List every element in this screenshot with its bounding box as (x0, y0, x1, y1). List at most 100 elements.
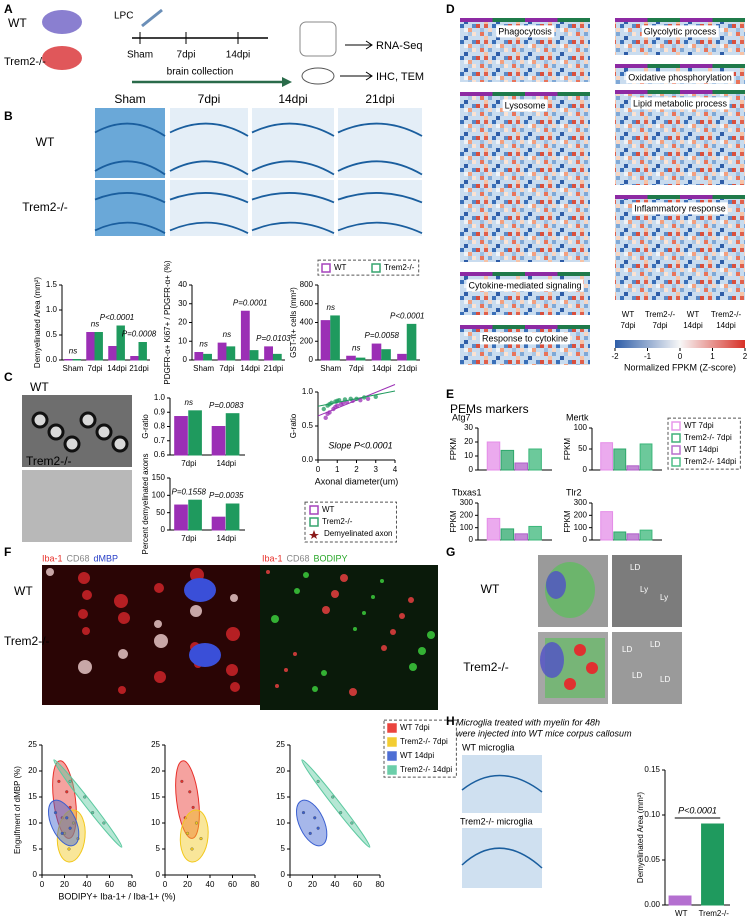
lipid-overlay (564, 678, 576, 690)
heatmap-header (615, 90, 648, 94)
signal (381, 645, 387, 651)
heatmap-header (647, 195, 680, 199)
x-tick-label: 7dpi (219, 364, 234, 373)
heatmap-title: Lipid metabolic process (633, 98, 728, 108)
heatmap-header (712, 64, 745, 68)
annotation: P=0.0058 (365, 331, 400, 340)
y-tick-label: 20 (464, 437, 473, 446)
histology-image (338, 108, 422, 178)
point (301, 811, 306, 815)
bar (174, 416, 188, 456)
y-tick-label: 20 (151, 766, 160, 775)
heatmap (460, 96, 590, 262)
y-tick-label: 0 (583, 465, 588, 474)
y-axis-label: Percent demyelinated axons (141, 454, 150, 555)
bar (130, 356, 139, 361)
annotation: P=0.1558 (172, 487, 207, 496)
y-tick-label: 1.0 (154, 393, 166, 402)
x-tick-label: Sham (193, 364, 214, 373)
label: LD (632, 671, 642, 680)
legend-label: WT 14dpi (684, 445, 718, 454)
label: CD68 (287, 553, 310, 563)
label: Microglia treated with myelin for 48h (456, 717, 600, 727)
chart-title: Tlr2 (566, 487, 582, 497)
bar (86, 332, 95, 361)
bar (639, 443, 653, 471)
bar (381, 349, 391, 361)
x-tick-label: 0 (288, 880, 293, 889)
heatmap-header (615, 18, 648, 22)
y-tick-label: 0 (183, 355, 188, 364)
tissue-border (169, 122, 249, 176)
y-tick-label: 100 (574, 523, 588, 532)
y-tick-label: 0 (583, 535, 588, 544)
legend-label: Trem2-/- 7dpi (400, 737, 448, 746)
confocal-image (260, 565, 438, 710)
y-tick-label: 50 (156, 508, 165, 517)
x-tick-label: 14dpi (372, 364, 392, 373)
x-tick-label: 14dpi (107, 364, 127, 373)
point (71, 821, 76, 825)
point (321, 406, 326, 412)
y-tick-label: 25 (28, 740, 37, 749)
y-tick-label: 1.0 (46, 305, 58, 314)
bar (330, 315, 340, 361)
annotation: ns (69, 347, 77, 356)
heatmap-header (712, 18, 745, 22)
bar (346, 355, 356, 361)
signal (78, 660, 92, 674)
legend-label: WT 14dpi (400, 751, 434, 760)
y-tick-label: 200 (574, 510, 588, 519)
signal (409, 663, 417, 671)
y-tick-label: 10 (28, 818, 37, 827)
title-bg (626, 71, 734, 84)
bar (264, 346, 274, 361)
heatmap-header (492, 272, 525, 276)
y-tick-label: 0.5 (46, 330, 58, 339)
point (188, 790, 192, 794)
annotation: P=0.0008 (122, 330, 157, 339)
legend-swatch (671, 457, 681, 467)
y-tick-label: 0.00 (644, 900, 660, 909)
annotation: Slope P<0.0001 (328, 440, 392, 450)
label: LD (622, 645, 632, 654)
y-tick-label: 200 (300, 336, 314, 345)
y-tick-label: 0 (33, 870, 38, 879)
annotation: ns (185, 398, 193, 407)
label: Trem2-/- (645, 310, 676, 319)
heatmap-header (615, 64, 648, 68)
point (323, 415, 328, 421)
tissue-border (461, 774, 543, 793)
legend-label: WT (334, 263, 347, 272)
signal (154, 620, 162, 628)
signal (284, 668, 288, 672)
label: -2 (611, 352, 619, 361)
y-axis-label: FPKM (563, 438, 572, 461)
signal (427, 631, 435, 639)
y-tick-label: 600 (300, 299, 314, 308)
heatmap-header (525, 272, 558, 276)
bar (225, 413, 240, 456)
heatmap-title: Oxidative phosphorylation (628, 72, 732, 82)
bar (613, 531, 627, 541)
signal (271, 615, 279, 623)
y-tick-label: 0 (309, 355, 314, 364)
x-tick-label: 40 (331, 880, 340, 889)
x-tick-label: 20 (308, 880, 317, 889)
nucleus-overlay (540, 642, 564, 678)
histology-image (252, 108, 334, 178)
point (68, 826, 72, 830)
bar (240, 310, 250, 361)
x-tick-label: 20 (183, 880, 192, 889)
x-tick-label: 21dpi (264, 364, 284, 373)
point (83, 795, 87, 799)
heatmap-header (647, 90, 680, 94)
lipid-overlay (574, 644, 586, 656)
histology-image (95, 108, 165, 178)
legend-box (304, 501, 397, 543)
label: Iba-1 (262, 553, 283, 563)
chart-title: Mertk (566, 412, 589, 422)
heatmap-title: Cytokine-mediated signaling (468, 280, 581, 290)
tissue-border (461, 847, 543, 869)
legend-label: Trem2-/- (322, 517, 353, 526)
